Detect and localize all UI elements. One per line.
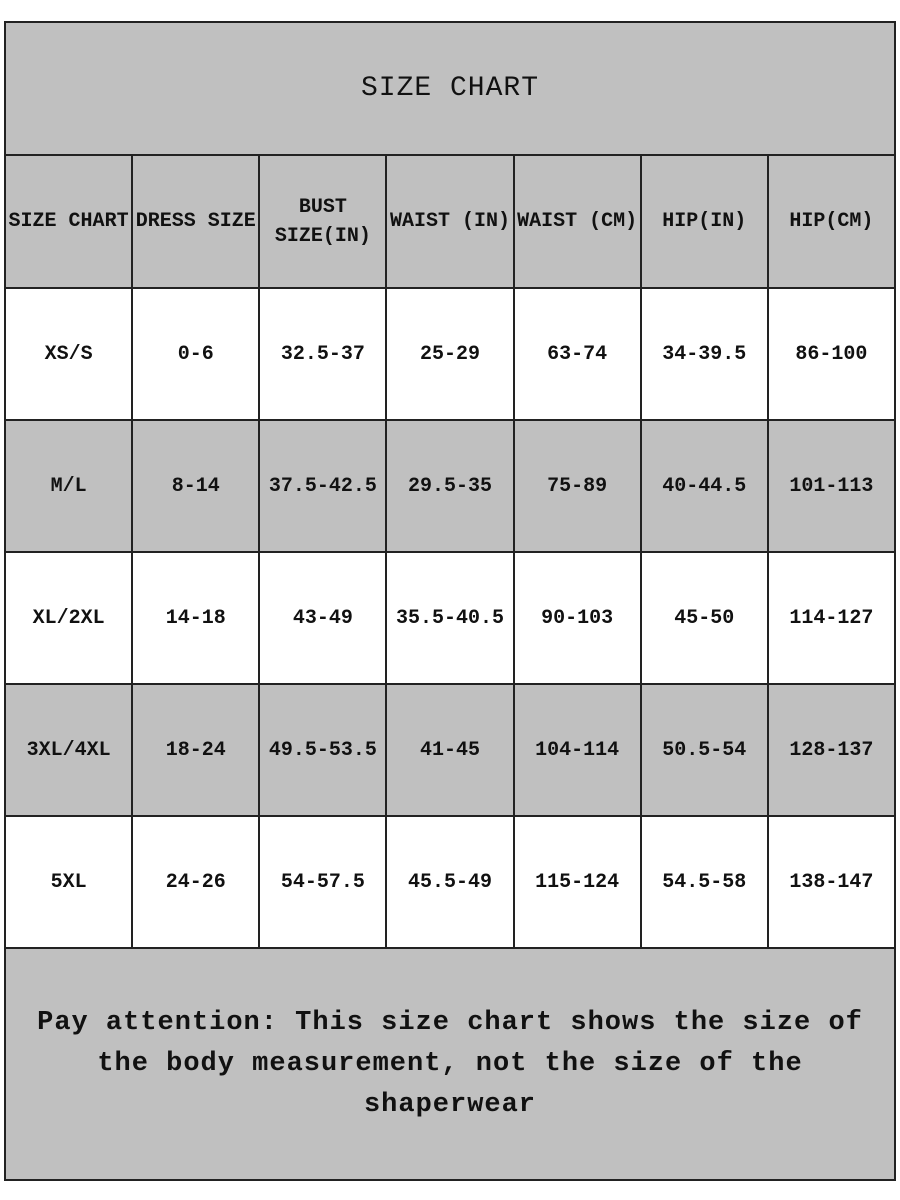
value-cell: 86-100: [766, 287, 897, 421]
value-cell: 45-50: [639, 551, 769, 685]
header-waist-in: WAIST (IN): [385, 154, 515, 289]
value-cell: 8-14: [131, 419, 261, 553]
value-cell: 34-39.5: [639, 287, 769, 421]
chart-title: SIZE CHART: [4, 21, 896, 156]
value-cell: 90-103: [512, 551, 642, 685]
header-waist-cm: WAIST (CM): [512, 154, 642, 289]
value-cell: 75-89: [512, 419, 642, 553]
value-cell: 25-29: [385, 287, 515, 421]
size-cell: M/L: [3, 419, 134, 553]
size-chart-table: SIZE CHART SIZE CHART DRESS SIZE BUST SI…: [3, 21, 897, 1181]
value-cell: 0-6: [131, 287, 261, 421]
value-cell: 128-137: [766, 683, 897, 817]
value-cell: 138-147: [766, 815, 897, 949]
header-row: SIZE CHART DRESS SIZE BUST SIZE(IN) WAIS…: [3, 154, 897, 289]
value-cell: 45.5-49: [385, 815, 515, 949]
value-cell: 24-26: [131, 815, 261, 949]
value-cell: 54.5-58: [639, 815, 769, 949]
value-cell: 35.5-40.5: [385, 551, 515, 685]
value-cell: 29.5-35: [385, 419, 515, 553]
value-cell: 104-114: [512, 683, 642, 817]
value-cell: 63-74: [512, 287, 642, 421]
header-dress-size: DRESS SIZE: [131, 154, 261, 289]
value-cell: 37.5-42.5: [258, 419, 388, 553]
value-cell: 49.5-53.5: [258, 683, 388, 817]
value-cell: 18-24: [131, 683, 261, 817]
table-row: XS/S 0-6 32.5-37 25-29 63-74 34-39.5 86-100: [3, 287, 897, 421]
value-cell: 41-45: [385, 683, 515, 817]
value-cell: 114-127: [766, 551, 897, 685]
table-row: 3XL/4XL 18-24 49.5-53.5 41-45 104-114 50.5-54…: [3, 683, 897, 817]
size-cell: XS/S: [3, 287, 134, 421]
header-hip-cm: HIP(CM): [766, 154, 897, 289]
header-size-chart: SIZE CHART: [3, 154, 134, 289]
value-cell: 14-18: [131, 551, 261, 685]
table-row: M/L 8-14 37.5-42.5 29.5-35 75-89 40-44.5 101-1…: [3, 419, 897, 553]
value-cell: 101-113: [766, 419, 897, 553]
value-cell: 40-44.5: [639, 419, 769, 553]
size-cell: 3XL/4XL: [3, 683, 134, 817]
value-cell: 54-57.5: [258, 815, 388, 949]
value-cell: 43-49: [258, 551, 388, 685]
value-cell: 115-124: [512, 815, 642, 949]
title-row: SIZE CHART: [4, 21, 896, 156]
header-bust-size: BUST SIZE(IN): [258, 154, 388, 289]
table-row: XL/2XL 14-18 43-49 35.5-40.5 90-103 45-50 114-…: [3, 551, 897, 685]
value-cell: 32.5-37: [258, 287, 388, 421]
size-cell: 5XL: [3, 815, 134, 949]
note-row: Pay attention: This size chart shows the…: [4, 947, 896, 1181]
size-cell: XL/2XL: [3, 551, 134, 685]
note-text: Pay attention: This size chart shows the…: [4, 947, 896, 1181]
table-row: 5XL 24-26 54-57.5 45.5-49 115-124 54.5-58 138-…: [3, 815, 897, 949]
value-cell: 50.5-54: [639, 683, 769, 817]
header-hip-in: HIP(IN): [639, 154, 769, 289]
